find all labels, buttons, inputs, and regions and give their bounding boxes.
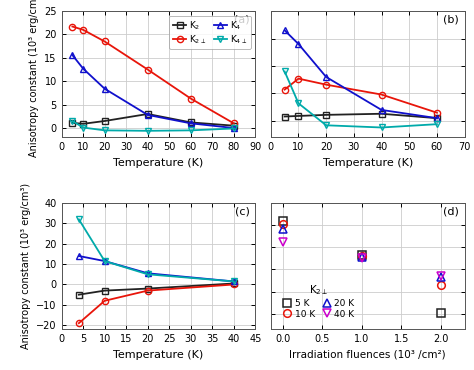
K$_{4\perp}$ xyxy=(145,129,151,133)
Legend: K$_2$, K$_{2\perp}$, K$_4$, K$_{4\perp}$: K$_2$, K$_{2\perp}$, K$_4$, K$_{4\perp}$ xyxy=(169,16,251,49)
X-axis label: Irradiation fluences (10³ /cm²): Irradiation fluences (10³ /cm²) xyxy=(289,350,446,360)
K$_{4\perp}$ xyxy=(70,119,75,123)
K$_4$ xyxy=(188,121,193,125)
Line: 10 K: 10 K xyxy=(279,220,445,289)
X-axis label: Temperature (K): Temperature (K) xyxy=(113,350,204,360)
Text: (d): (d) xyxy=(443,207,459,217)
40 K xyxy=(438,274,444,278)
K$_2$ xyxy=(145,112,151,116)
Line: K$_{4\perp}$: K$_{4\perp}$ xyxy=(69,118,237,134)
Line: K$_4$: K$_4$ xyxy=(69,52,237,131)
K$_{2\perp}$ xyxy=(145,67,151,72)
20 K xyxy=(280,226,285,231)
5 K xyxy=(438,310,444,315)
K$_2$ xyxy=(102,119,108,123)
Text: (a): (a) xyxy=(234,15,249,25)
K$_{4\perp}$ xyxy=(188,128,193,132)
K$_{4\perp}$ xyxy=(80,125,86,130)
K$_2$ xyxy=(70,121,75,125)
Text: (b): (b) xyxy=(443,15,459,25)
Line: K$_{2\perp}$: K$_{2\perp}$ xyxy=(69,23,237,127)
10 K xyxy=(438,283,444,287)
40 K xyxy=(280,240,285,244)
K$_{2\perp}$ xyxy=(70,24,75,29)
K$_{2\perp}$ xyxy=(80,28,86,32)
K$_{4\perp}$ xyxy=(102,128,108,132)
5 K xyxy=(359,253,365,257)
K$_{4\perp}$ xyxy=(231,126,237,131)
K$_4$ xyxy=(231,126,237,130)
K$_{2\perp}$ xyxy=(188,96,193,101)
Line: 40 K: 40 K xyxy=(279,238,445,280)
5 K xyxy=(280,219,285,223)
K$_{2\perp}$ xyxy=(231,121,237,125)
10 K xyxy=(359,254,365,258)
K$_{2\perp}$ xyxy=(102,39,108,44)
Legend: 5 K, 10 K, 20 K, 40 K: 5 K, 10 K, 20 K, 40 K xyxy=(279,280,357,322)
Y-axis label: Anisotropy constant (10³ erg/cm³): Anisotropy constant (10³ erg/cm³) xyxy=(29,0,39,157)
Line: 20 K: 20 K xyxy=(279,225,445,281)
Y-axis label: Anisotropy constant (10³ erg/cm³): Anisotropy constant (10³ erg/cm³) xyxy=(21,183,31,349)
Text: (c): (c) xyxy=(235,207,249,217)
K$_4$ xyxy=(80,66,86,71)
40 K xyxy=(359,256,365,260)
K$_4$ xyxy=(102,87,108,91)
Line: 5 K: 5 K xyxy=(279,217,445,316)
10 K xyxy=(280,222,285,226)
K$_2$ xyxy=(188,120,193,125)
X-axis label: Temperature (K): Temperature (K) xyxy=(322,158,413,168)
20 K xyxy=(438,275,444,279)
K$_4$ xyxy=(145,113,151,117)
X-axis label: Temperature (K): Temperature (K) xyxy=(113,158,204,168)
K$_2$ xyxy=(231,124,237,128)
K$_2$ xyxy=(80,122,86,126)
20 K xyxy=(359,255,365,259)
K$_4$ xyxy=(70,53,75,57)
Line: K$_2$: K$_2$ xyxy=(69,111,237,129)
